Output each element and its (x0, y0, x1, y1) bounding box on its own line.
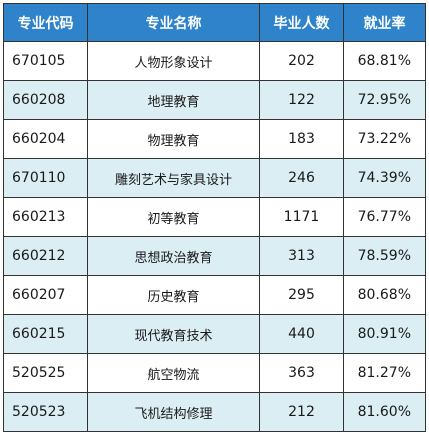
table-row: 520523 飞机结构修理 212 81.60% (3, 392, 426, 432)
table-row: 660212 思想政治教育 313 78.59% (3, 236, 426, 276)
graduate-count-cell: 202 (259, 41, 344, 81)
graduate-count-cell: 122 (259, 80, 344, 120)
table-row: 660207 历史教育 295 80.68% (3, 275, 426, 315)
major-name-cell: 人物形象设计 (87, 41, 260, 81)
graduate-count-cell: 363 (259, 353, 344, 393)
table-header-row: 专业代码 专业名称 毕业人数 就业率 (3, 3, 426, 42)
major-code-cell: 520523 (3, 392, 88, 432)
table-row: 670110 雕刻艺术与家具设计 246 74.39% (3, 158, 426, 198)
major-name-cell: 航空物流 (87, 353, 260, 393)
employment-rate-cell: 80.68% (343, 275, 426, 315)
major-name-cell: 历史教育 (87, 275, 260, 315)
employment-rate-cell: 78.59% (343, 236, 426, 276)
major-name-cell: 雕刻艺术与家具设计 (87, 158, 260, 198)
employment-rate-cell: 68.81% (343, 41, 426, 81)
major-name-cell: 物理教育 (87, 119, 260, 159)
graduate-count-cell: 183 (259, 119, 344, 159)
table-row: 660215 现代教育技术 440 80.91% (3, 314, 426, 354)
graduate-count-cell: 440 (259, 314, 344, 354)
table-row: 660208 地理教育 122 72.95% (3, 80, 426, 120)
table-row: 520525 航空物流 363 81.27% (3, 353, 426, 393)
graduate-count-cell: 313 (259, 236, 344, 276)
major-code-cell: 670110 (3, 158, 88, 198)
major-code-cell: 520525 (3, 353, 88, 393)
major-code-cell: 670105 (3, 41, 88, 81)
major-code-cell: 660204 (3, 119, 88, 159)
major-code-cell: 660208 (3, 80, 88, 120)
header-employment-rate: 就业率 (343, 3, 426, 42)
major-name-cell: 地理教育 (87, 80, 260, 120)
employment-rate-cell: 81.60% (343, 392, 426, 432)
major-name-cell: 初等教育 (87, 197, 260, 237)
employment-rate-table: 专业代码 专业名称 毕业人数 就业率 670105 人物形象设计 202 68.… (3, 3, 426, 432)
major-name-cell: 现代教育技术 (87, 314, 260, 354)
graduate-count-cell: 295 (259, 275, 344, 315)
table-row: 660213 初等教育 1171 76.77% (3, 197, 426, 237)
header-major-code: 专业代码 (3, 3, 88, 42)
major-code-cell: 660212 (3, 236, 88, 276)
header-graduate-count: 毕业人数 (259, 3, 344, 42)
graduate-count-cell: 212 (259, 392, 344, 432)
employment-rate-cell: 74.39% (343, 158, 426, 198)
employment-rate-cell: 76.77% (343, 197, 426, 237)
table-row: 670105 人物形象设计 202 68.81% (3, 41, 426, 81)
graduate-count-cell: 1171 (259, 197, 344, 237)
graduate-count-cell: 246 (259, 158, 344, 198)
employment-rate-cell: 80.91% (343, 314, 426, 354)
header-major-name: 专业名称 (87, 3, 260, 42)
table-row: 660204 物理教育 183 73.22% (3, 119, 426, 159)
employment-rate-cell: 81.27% (343, 353, 426, 393)
employment-rate-cell: 72.95% (343, 80, 426, 120)
major-code-cell: 660215 (3, 314, 88, 354)
major-name-cell: 思想政治教育 (87, 236, 260, 276)
employment-rate-cell: 73.22% (343, 119, 426, 159)
major-code-cell: 660207 (3, 275, 88, 315)
major-code-cell: 660213 (3, 197, 88, 237)
major-name-cell: 飞机结构修理 (87, 392, 260, 432)
